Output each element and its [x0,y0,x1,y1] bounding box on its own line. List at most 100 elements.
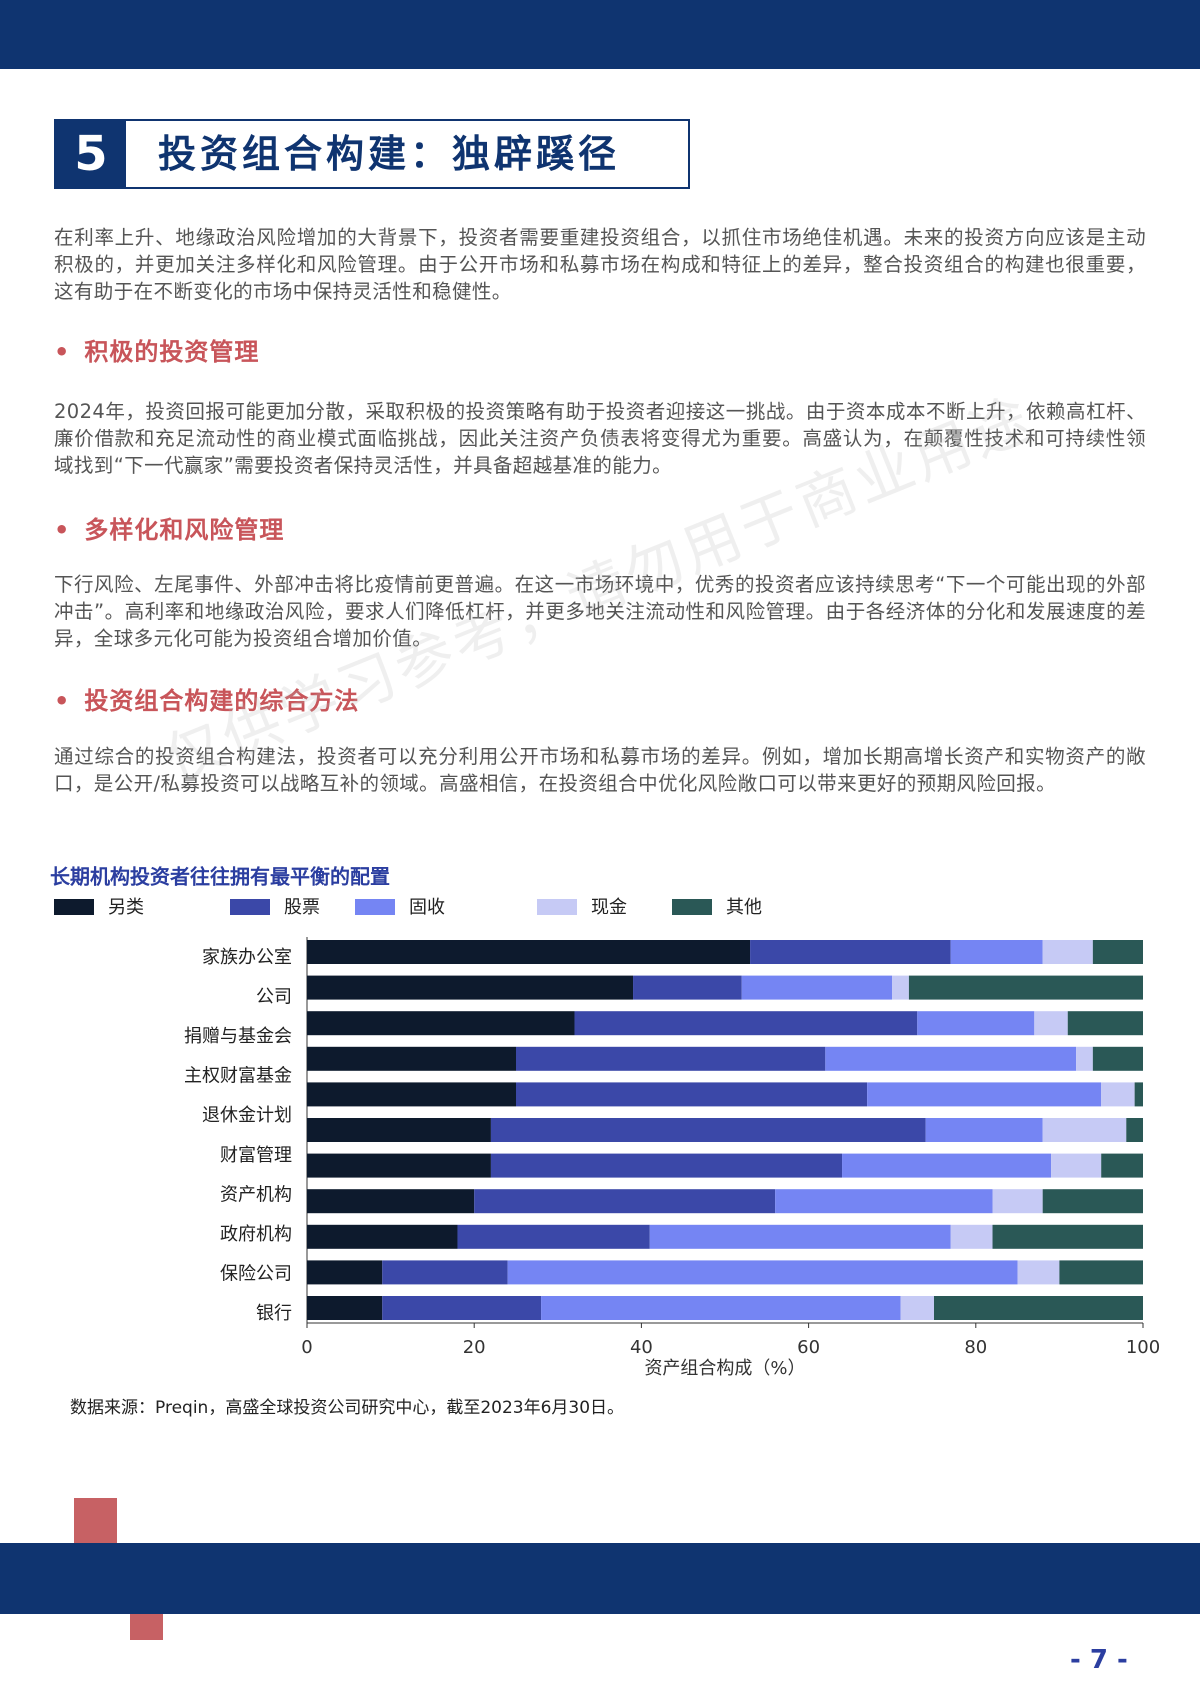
bar-segment [307,975,634,1000]
bar-segment [490,1153,843,1178]
bar-segment [992,1224,1143,1249]
paragraph: 通过综合的投资组合构建法，投资者可以充分利用公开市场和私募市场的差异。例如，增加… [54,745,1146,795]
bottom-band [0,1543,1200,1614]
bar-segment [474,1189,776,1214]
bar-segment [925,1118,1043,1142]
legend-label: 现金 [591,897,627,918]
bar-segment [307,1153,491,1178]
bar-segment [307,1260,383,1285]
legend-swatch [672,899,712,915]
bar-segment [307,1082,516,1107]
bar-segment [307,1046,516,1071]
bar-segment [950,1224,993,1249]
top-band [0,0,1200,69]
bar-segment [1067,1011,1143,1036]
bar-segment [842,1153,1052,1178]
bullet-heading: 积极的投资管理 [54,332,259,367]
bar-segment [1042,1189,1143,1214]
bar-segment [307,940,751,964]
bar-segment [541,1296,901,1320]
bar-segment [457,1224,650,1249]
bar-segment [1042,940,1093,964]
x-tick-label: 40 [630,1337,653,1358]
x-tick-label: 100 [1126,1337,1160,1358]
paragraph: 在利率上升、地缘政治风险增加的大背景下，投资者需要重建投资组合，以抓住市场绝佳机… [54,226,1146,303]
bar-segment [1017,1260,1060,1285]
bar-segment [1101,1153,1143,1178]
section-box: 5 投资组合构建：独辟蹊径 [54,119,690,189]
paragraph: 下行风险、左尾事件、外部冲击将比疫情前更普遍。在这一市场环境中，优秀的投资者应该… [54,573,1146,650]
bar-segment [1042,1118,1127,1142]
y-tick-label: 主权财富基金 [184,1066,292,1087]
bar-segment [892,975,909,1000]
y-tick-label: 捐赠与基金会 [184,1026,292,1047]
bar-segment [490,1118,926,1142]
y-tick-label: 家族办公室 [202,947,292,968]
y-tick-label: 公司 [256,987,292,1008]
bar-segment [382,1260,508,1285]
bar-segment [649,1224,951,1249]
bar-segment [382,1296,542,1320]
bullet-heading: 多样化和风险管理 [54,510,284,545]
y-tick-label: 财富管理 [220,1145,292,1166]
bar-segment [574,1011,918,1036]
legend-label: 其他 [726,897,762,918]
bar-segment [307,1296,383,1320]
legend-label: 股票 [284,897,320,918]
y-tick-label: 退休金计划 [202,1105,292,1126]
accent-block [130,1614,163,1640]
chart-title: 长期机构投资者往往拥有最平衡的配置 [50,865,390,889]
x-tick-label: 20 [463,1337,486,1358]
section-number: 5 [56,121,126,187]
legend-label: 另类 [108,897,144,918]
bar-segment [775,1189,993,1214]
bar-segment [1034,1011,1068,1036]
accent-block [74,1498,117,1543]
bar-segment [908,975,1143,1000]
y-tick-label: 资产机构 [220,1184,292,1205]
bar-segment [307,1224,458,1249]
bar-segment [516,1082,868,1107]
bar-segment [1092,940,1143,964]
bar-segment [992,1189,1043,1214]
y-tick-label: 银行 [256,1303,292,1324]
x-tick-label: 60 [797,1337,820,1358]
bar-segment [307,1189,475,1214]
bar-segment [867,1082,1102,1107]
y-tick-label: 政府机构 [220,1224,292,1245]
x-tick-label: 80 [964,1337,987,1358]
x-axis-title: 资产组合构成（%） [644,1358,805,1379]
page-number: - 7 - [1070,1645,1128,1675]
bar-segment [825,1046,1077,1071]
bar-segment [917,1011,1035,1036]
bar-segment [507,1260,1018,1285]
bar-segment [1092,1046,1143,1071]
legend-swatch [230,899,270,915]
bar-segment [516,1046,826,1071]
bar-segment [1051,1153,1102,1178]
bar-segment [1134,1082,1143,1107]
bar-segment [1126,1118,1143,1142]
bar-segment [1101,1082,1135,1107]
bar-segment [750,940,951,964]
chart: 长期机构投资者往往拥有最平衡的配置 资产组合构成（%） 数据来源：Preqin，… [50,865,1160,1419]
bar-segment [950,940,1043,964]
bar-segment [633,975,742,1000]
bar-segment [1076,1046,1093,1071]
bar-segment [307,1118,491,1142]
legend-swatch [537,899,577,915]
bar-segment [741,975,893,1000]
bullet-heading: 投资组合构建的综合方法 [54,681,359,716]
x-tick-label: 0 [301,1337,312,1358]
bar-segment [934,1296,1143,1320]
bar-segment [1059,1260,1143,1285]
legend-label: 固收 [409,897,445,918]
bar-segment [900,1296,934,1320]
legend-swatch [355,899,395,915]
paragraph: 2024年，投资回报可能更加分散，采取积极的投资策略有助于投资者迎接这一挑战。由… [54,400,1146,477]
bar-segment [307,1011,575,1036]
section-title: 投资组合构建：独辟蹊径 [158,132,621,176]
y-tick-label: 保险公司 [220,1263,292,1284]
legend-swatch [54,899,94,915]
